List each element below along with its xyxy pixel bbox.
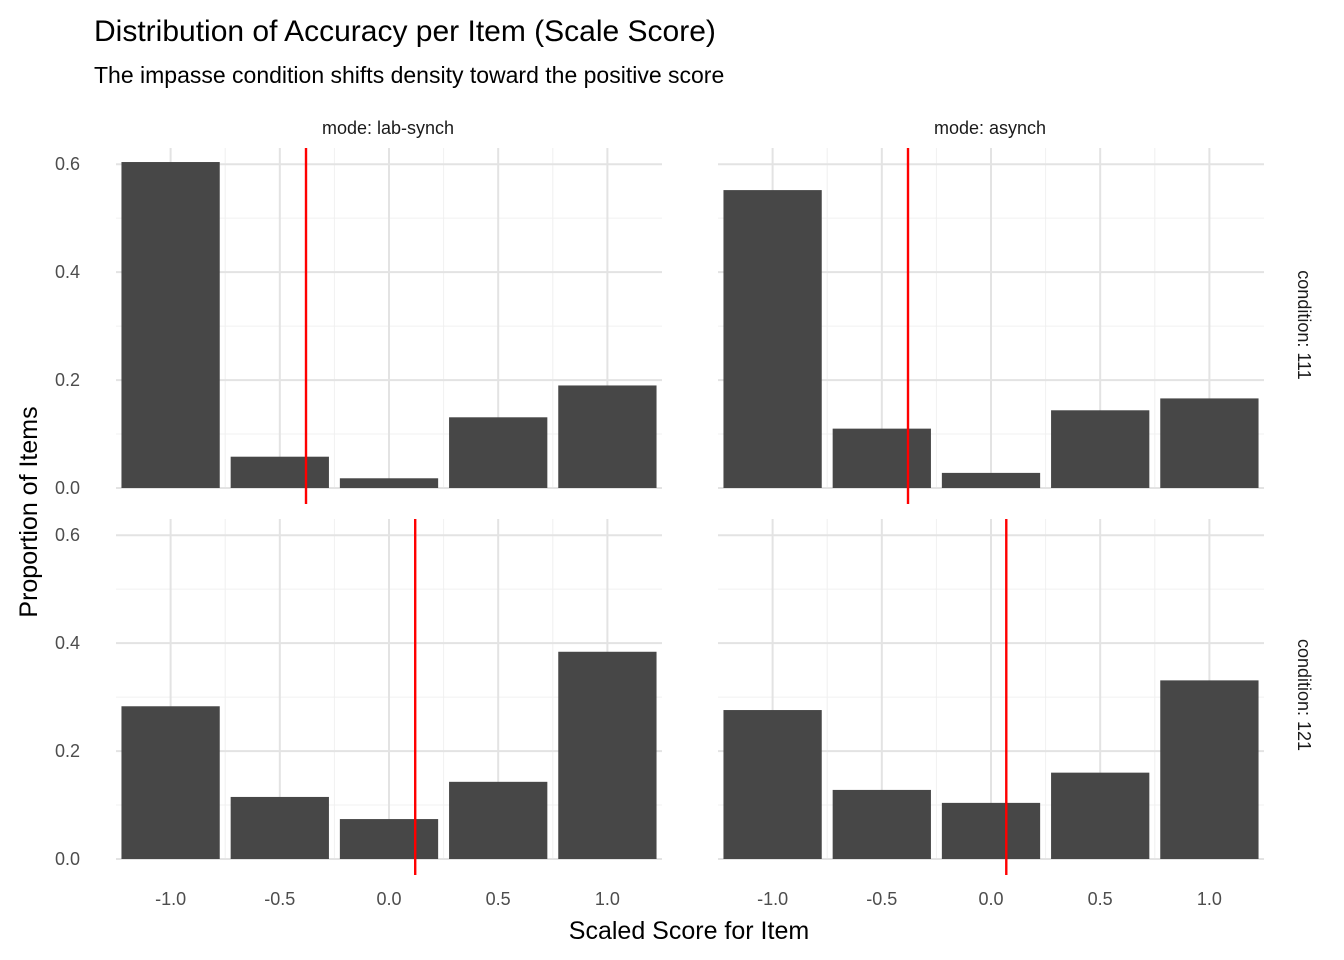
bar	[1051, 772, 1150, 859]
bar	[339, 478, 439, 488]
bar	[230, 796, 329, 859]
y-axis-title: Proportion of Items	[15, 406, 43, 617]
chart-title: Distribution of Accuracy per Item (Scale…	[94, 15, 716, 48]
row-strip-label-111: condition: 111	[1294, 270, 1314, 379]
bar	[339, 819, 439, 859]
bar	[941, 472, 1041, 488]
bar	[121, 162, 220, 489]
bar	[723, 710, 822, 859]
bar	[230, 456, 329, 488]
y-tick-label: 0.0	[55, 849, 80, 869]
panel-lab-synch-111: 0.0 0.2 0.4 0.6	[55, 148, 662, 504]
y-tick-label: 0.4	[55, 633, 80, 653]
panel-lab-synch-121: 0.0 0.2 0.4 0.6 -1.0 -0.5 0.0 0.5 1.0	[55, 519, 662, 909]
x-tick-label: -1.0	[757, 889, 788, 909]
y-tick-label: 0.2	[55, 370, 80, 390]
y-tick-label: 0.6	[55, 525, 80, 545]
bar	[941, 802, 1041, 859]
y-tick-label: 0.4	[55, 262, 80, 282]
chart-subtitle: The impasse condition shifts density tow…	[94, 62, 724, 88]
x-tick-label: 0.0	[978, 889, 1003, 909]
row-strip-label-121: condition: 121	[1294, 639, 1314, 751]
y-tick-label: 0.6	[55, 154, 80, 174]
x-tick-label: -0.5	[866, 889, 897, 909]
bar	[449, 781, 548, 859]
bar	[558, 651, 657, 859]
x-tick-label: 1.0	[595, 889, 620, 909]
bar	[121, 706, 220, 859]
bar	[832, 428, 931, 488]
panel-asynch-121: -1.0 -0.5 0.0 0.5 1.0	[718, 519, 1264, 909]
x-tick-label: 0.5	[486, 889, 511, 909]
bar	[449, 417, 548, 488]
bar	[558, 385, 657, 488]
x-tick-label: 0.0	[376, 889, 401, 909]
bar	[723, 190, 822, 488]
panel-asynch-111	[718, 148, 1264, 504]
bar	[1051, 410, 1150, 488]
panels-layer: 0.0 0.2 0.4 0.6 0.0 0.2 0.4 0.6 -1.0 -0.5 0.0 0.5 1.…	[55, 148, 1264, 909]
bar	[832, 789, 931, 859]
x-axis-title: Scaled Score for Item	[569, 917, 809, 945]
x-tick-label: 1.0	[1197, 889, 1222, 909]
x-tick-label: 0.5	[1088, 889, 1113, 909]
column-strip-label-lab-synch: mode: lab-synch	[322, 118, 454, 138]
y-tick-label: 0.2	[55, 741, 80, 761]
x-tick-label: -0.5	[264, 889, 295, 909]
y-tick-label: 0.0	[55, 478, 80, 498]
bar	[1160, 680, 1259, 859]
bar	[1160, 398, 1259, 488]
x-tick-label: -1.0	[155, 889, 186, 909]
column-strip-label-asynch: mode: asynch	[934, 118, 1046, 138]
